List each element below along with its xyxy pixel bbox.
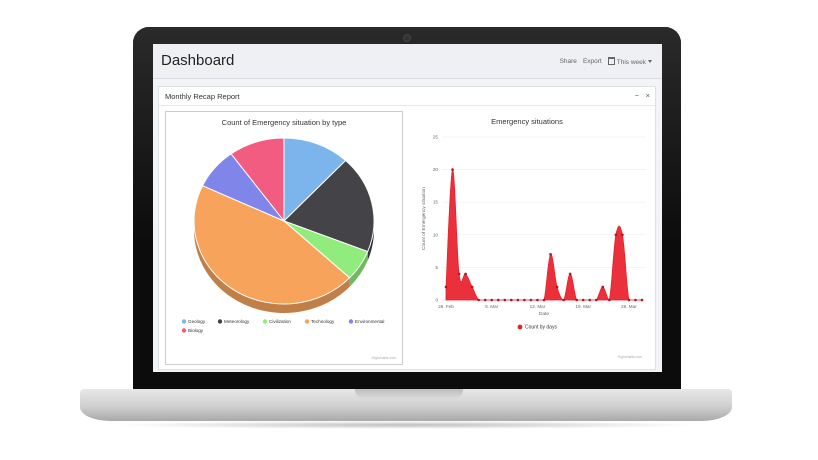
caret-down-icon (648, 60, 652, 63)
data-point[interactable] (562, 298, 565, 302)
panel-title: Monthly Recap Report (165, 92, 240, 101)
header-actions: Share Export This week (560, 57, 652, 66)
data-point[interactable] (634, 298, 637, 302)
data-point[interactable] (529, 298, 533, 302)
date-range-label: This week (616, 59, 646, 66)
legend-label-environmental[interactable]: Environmental (355, 319, 384, 324)
x-tick-label: 26. Mar (621, 304, 637, 309)
legend-marker-meteorology (217, 319, 223, 324)
data-point[interactable] (608, 298, 611, 302)
pie-chart-card: Count of Emergency situation by type Geo… (165, 111, 403, 365)
pie-side-technology (194, 221, 350, 313)
y-tick-label: 10 (433, 232, 439, 237)
pie-slice-biology[interactable] (230, 137, 285, 223)
share-button[interactable]: Share (559, 58, 577, 65)
x-tick-label: 5. Mar (485, 304, 498, 309)
panel-header: Monthly Recap Report − × (159, 87, 655, 106)
legend-marker-technology (304, 319, 310, 324)
data-point[interactable] (516, 298, 520, 302)
pie-slice-geology[interactable] (283, 137, 347, 223)
data-point[interactable] (588, 298, 592, 302)
data-point[interactable] (601, 285, 605, 289)
data-point[interactable] (614, 233, 618, 237)
pie-credits: Highcharts.com (371, 356, 396, 360)
area-chart: 0 5 10 15 20 25 26. Feb 5. Mar 12. Mar 19. Mar 26.… (421, 135, 646, 331)
x-tick-label: 19. Mar (575, 304, 591, 309)
pie-side-civilization (349, 251, 368, 287)
top-bar: Dashboard Share Export This week (153, 44, 662, 79)
data-point[interactable] (496, 298, 500, 302)
pie-slice-technology[interactable] (193, 185, 351, 305)
area-chart-title: Emergency situations (491, 117, 563, 126)
date-range-dropdown[interactable]: This week (607, 57, 652, 66)
data-point[interactable] (490, 298, 494, 302)
laptop-screen: Dashboard Share Export This week Monthly… (153, 44, 662, 372)
pie-chart: Geology Meteorology Civilization Technology… (181, 137, 384, 333)
legend-marker-geology (181, 319, 187, 324)
data-point[interactable] (477, 298, 480, 302)
y-axis-title: Count of Emergency situation (421, 187, 427, 250)
legend-marker-biology (181, 328, 187, 333)
y-tick-label: 5 (435, 265, 438, 270)
data-point[interactable] (621, 233, 624, 237)
page-title: Dashboard (161, 52, 235, 69)
x-axis-title: Date (539, 311, 549, 317)
data-point[interactable] (523, 298, 526, 302)
legend-label-civilization[interactable]: Civilization (269, 319, 291, 324)
data-point[interactable] (555, 285, 559, 289)
laptop-notch (355, 389, 463, 398)
y-tick-label: 15 (433, 200, 439, 205)
pie-side-meteorology (367, 221, 374, 261)
area-chart-card: Emergency situations 0 5 10 15 20 25 26. Feb 5.… (406, 111, 648, 363)
data-point[interactable] (464, 272, 467, 276)
legend-marker-civilization (262, 319, 268, 324)
data-point[interactable] (536, 298, 539, 302)
legend-label-count-by-days[interactable]: Count by days (525, 325, 557, 331)
data-point[interactable] (640, 298, 644, 302)
data-point[interactable] (510, 298, 513, 302)
report-panel: Monthly Recap Report − × Count of Emerge… (158, 86, 656, 370)
calendar-icon (607, 57, 615, 65)
area-credits: Highcharts.com (617, 355, 642, 359)
legend-marker-environmental (348, 319, 354, 324)
camera-icon (403, 34, 411, 42)
y-tick-label: 20 (433, 167, 439, 172)
legend-marker-count-by-days (517, 324, 523, 330)
y-tick-label: 25 (433, 135, 439, 140)
data-point[interactable] (457, 272, 461, 276)
data-point[interactable] (549, 253, 552, 256)
data-point[interactable] (568, 272, 572, 276)
data-point[interactable] (483, 298, 487, 302)
laptop-shadow (110, 421, 702, 429)
data-point[interactable] (594, 298, 598, 302)
close-button[interactable]: × (645, 91, 650, 100)
pie-chart-title: Count of Emergency situation by type (221, 118, 347, 127)
data-point[interactable] (581, 298, 585, 302)
legend-label-geology[interactable]: Geology (188, 319, 206, 324)
data-point[interactable] (470, 285, 474, 289)
export-button[interactable]: Export (582, 58, 602, 65)
data-point[interactable] (503, 298, 507, 302)
legend-label-biology[interactable]: Biology (188, 328, 204, 333)
data-point[interactable] (444, 285, 448, 289)
x-tick-label: 12. Mar (530, 304, 546, 309)
data-point[interactable] (542, 298, 546, 302)
legend-label-meteorology[interactable]: Meteorology (224, 319, 250, 324)
data-point[interactable] (575, 298, 578, 302)
minimize-button[interactable]: − (634, 91, 639, 100)
x-tick-label: 26. Feb (438, 304, 454, 309)
legend-label-technology[interactable]: Technology (311, 319, 335, 324)
data-point[interactable] (451, 168, 454, 171)
y-tick-label: 0 (435, 298, 438, 303)
data-point[interactable] (627, 298, 631, 302)
